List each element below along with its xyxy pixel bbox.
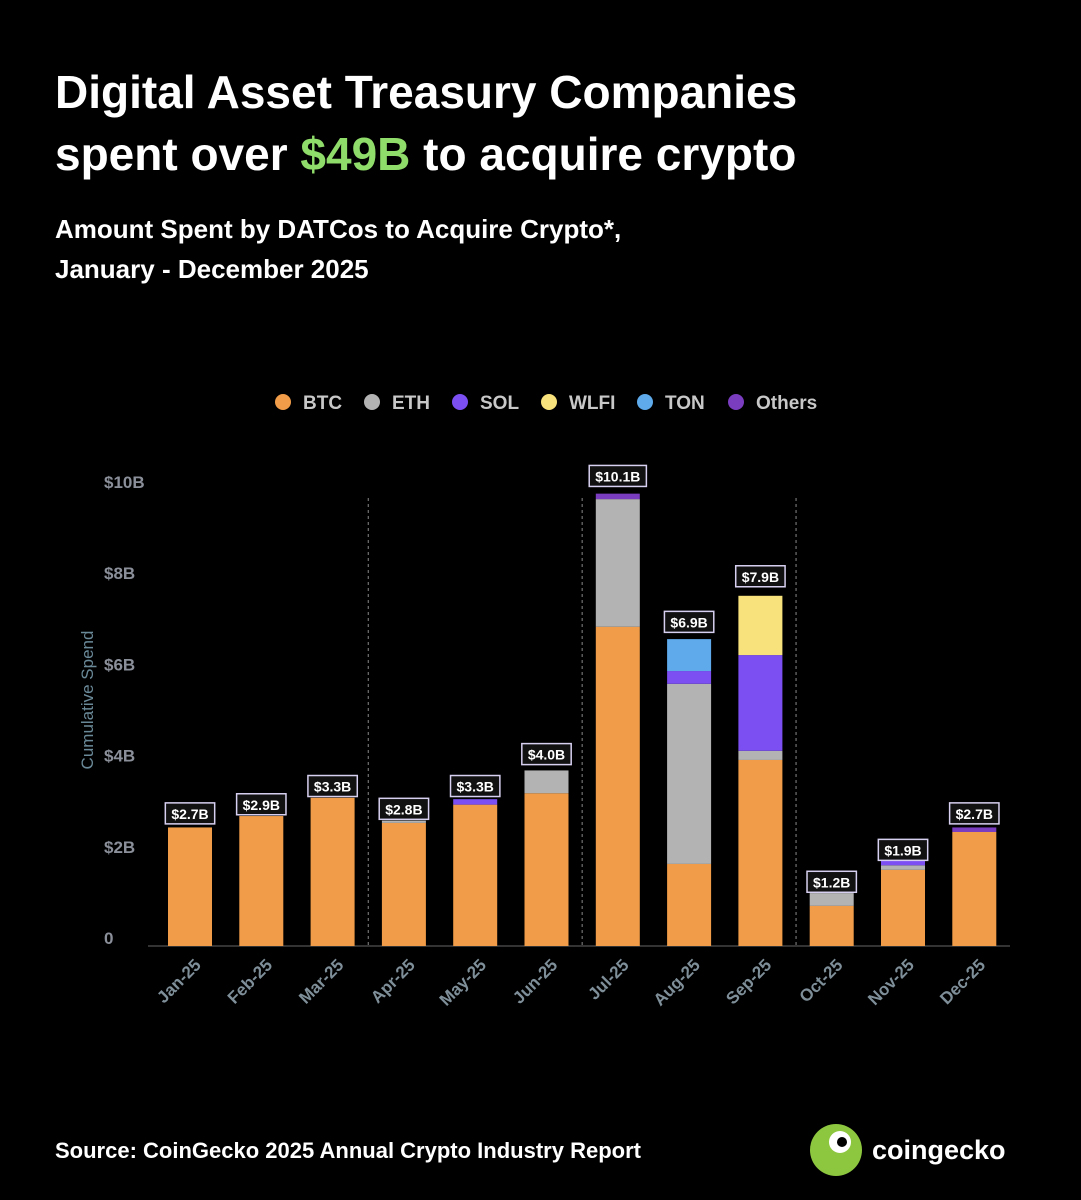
legend-label: Others bbox=[756, 393, 817, 414]
title-part: to acquire crypto bbox=[423, 128, 796, 180]
total-label-text: $2.7B bbox=[171, 806, 208, 822]
total-label-text: $10.1B bbox=[595, 468, 640, 484]
y-tick-label: $4B bbox=[104, 747, 135, 766]
total-label-text: $6.9B bbox=[670, 614, 707, 630]
total-label: $7.9B bbox=[734, 565, 786, 588]
y-tick-label: 0 bbox=[104, 929, 113, 948]
total-label: $3.3B bbox=[449, 774, 501, 798]
legend-swatch bbox=[637, 394, 653, 410]
total-label-box bbox=[948, 802, 1000, 825]
total-label-text: $1.9B bbox=[884, 842, 921, 858]
legend-swatch bbox=[728, 394, 744, 410]
total-label-box bbox=[663, 610, 715, 634]
legend-swatch bbox=[452, 394, 468, 410]
bar-segment bbox=[881, 869, 925, 946]
bar-segment bbox=[667, 863, 712, 946]
total-label-text: $4.0B bbox=[528, 747, 565, 763]
total-label: $6.9B bbox=[663, 610, 715, 634]
title-line: spent over $49B to acquire crypto bbox=[55, 128, 796, 180]
bar-segment bbox=[667, 683, 712, 864]
y-tick-label: $2B bbox=[104, 838, 135, 857]
bar-segment bbox=[809, 905, 854, 946]
bar-segment bbox=[524, 793, 569, 946]
bar-segment bbox=[453, 804, 498, 946]
title-part: spent over bbox=[55, 128, 288, 180]
total-label-text: $2.8B bbox=[385, 801, 422, 817]
bar-segment bbox=[524, 770, 569, 794]
total-label: $3.3B bbox=[307, 774, 359, 798]
total-label-box bbox=[378, 797, 430, 821]
legend-swatch bbox=[541, 394, 557, 410]
bar-segment bbox=[809, 893, 854, 906]
y-tick-label: $6B bbox=[104, 655, 135, 674]
total-label-text: $2.9B bbox=[243, 797, 280, 813]
total-label-box bbox=[588, 464, 648, 488]
subtitle: January - December 2025 bbox=[55, 254, 369, 284]
total-label: $2.7B bbox=[164, 802, 216, 825]
bar-segment bbox=[738, 759, 783, 946]
bar-segment bbox=[310, 797, 355, 946]
bar-segment bbox=[595, 499, 640, 627]
y-axis-label: Cumulative Spend bbox=[78, 631, 97, 770]
legend-label: TON bbox=[665, 393, 705, 414]
bar-segment bbox=[881, 859, 925, 866]
bar-segment bbox=[239, 816, 284, 946]
y-tick-label: $10B bbox=[104, 473, 145, 492]
legend-label: ETH bbox=[392, 393, 430, 414]
legend-label: SOL bbox=[480, 393, 519, 414]
total-label: $4.0B bbox=[521, 742, 572, 766]
bar-segment bbox=[595, 626, 640, 946]
total-label-box bbox=[235, 793, 287, 816]
total-label-box bbox=[164, 802, 216, 825]
total-label: $2.8B bbox=[378, 797, 430, 821]
source: Source: CoinGecko 2025 Annual Crypto Ind… bbox=[55, 1138, 642, 1163]
bar-segment bbox=[738, 595, 783, 656]
bar-segment bbox=[453, 799, 498, 805]
bar-segment bbox=[667, 639, 712, 672]
total-label: $10.1B bbox=[588, 464, 648, 488]
bar-segment bbox=[738, 655, 783, 751]
total-label-box bbox=[734, 565, 786, 588]
legend-label: BTC bbox=[303, 393, 342, 414]
total-label: $1.9B bbox=[877, 838, 929, 862]
total-label-box bbox=[877, 838, 929, 862]
total-label: $1.2B bbox=[806, 870, 858, 894]
total-label-box bbox=[449, 774, 501, 798]
logo-pupil bbox=[837, 1137, 847, 1147]
total-label-text: $1.2B bbox=[813, 874, 850, 890]
total-label-box bbox=[521, 742, 572, 766]
total-label: $2.9B bbox=[235, 793, 287, 816]
total-label: $2.7B bbox=[948, 802, 1000, 825]
bar-segment bbox=[881, 865, 925, 870]
total-label-text: $3.3B bbox=[457, 779, 494, 795]
bar-segment bbox=[595, 493, 640, 500]
total-label-text: $7.9B bbox=[742, 569, 779, 585]
title-highlight: $49B bbox=[300, 128, 410, 180]
bar-segment bbox=[168, 827, 212, 946]
legend-swatch bbox=[275, 394, 291, 410]
total-label-box bbox=[307, 774, 359, 798]
total-label-text: $3.3B bbox=[314, 779, 351, 795]
subtitle: Amount Spent by DATCos to Acquire Crypto… bbox=[55, 214, 621, 244]
bar-segment bbox=[381, 822, 426, 946]
bar-segment bbox=[381, 820, 426, 823]
bar-segment bbox=[952, 832, 997, 946]
title-line: Digital Asset Treasury Companies bbox=[55, 66, 797, 118]
total-label-box bbox=[806, 870, 858, 894]
legend-label: WLFI bbox=[569, 393, 615, 414]
bar-segment bbox=[952, 827, 997, 832]
brand: coingecko bbox=[872, 1135, 1006, 1165]
bar-segment bbox=[738, 750, 783, 760]
y-tick-label: $8B bbox=[104, 564, 135, 583]
total-label-text: $2.7B bbox=[956, 806, 993, 822]
bar-segment bbox=[667, 671, 712, 684]
logo bbox=[810, 1124, 862, 1176]
legend-swatch bbox=[364, 394, 380, 410]
